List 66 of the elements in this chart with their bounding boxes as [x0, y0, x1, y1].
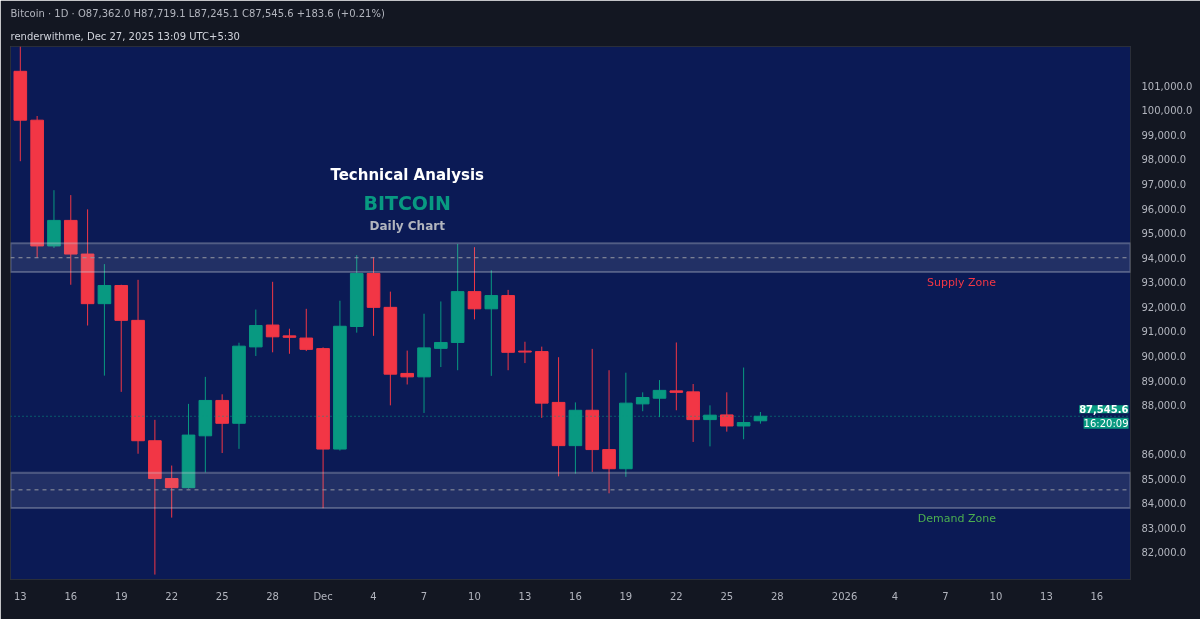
- y-tick-label: 101,000.0: [1141, 80, 1193, 92]
- candlestick: [215, 393, 229, 454]
- candlestick: [265, 281, 280, 353]
- x-tick-label: 13: [518, 590, 532, 602]
- y-tick-label: 100,000.0: [1141, 105, 1193, 117]
- x-tick-label: 19: [114, 590, 128, 602]
- y-tick-label: 95,000.0: [1141, 228, 1187, 240]
- x-tick-label: 16: [1090, 590, 1104, 602]
- candlestick: [249, 309, 263, 357]
- x-tick-label: 19: [619, 590, 633, 602]
- x-tick-label: 25: [215, 590, 229, 602]
- x-tick-label: 10: [468, 590, 481, 602]
- x-tick-label: 16: [569, 590, 582, 602]
- candlestick: [282, 328, 297, 355]
- y-tick-label: 94,000.0: [1141, 252, 1187, 264]
- y-tick-label: 92,000.0: [1141, 301, 1187, 313]
- y-tick-label: 98,000.0: [1141, 154, 1187, 166]
- x-tick-label: 7: [942, 590, 949, 602]
- candlestick: [164, 465, 179, 519]
- x-tick-label: 2026: [831, 590, 858, 602]
- y-tick-label: 84,000.0: [1141, 498, 1187, 510]
- band-label: Demand Zone: [917, 512, 997, 526]
- candlestick: [669, 341, 684, 411]
- x-tick-label: Dec: [313, 590, 333, 602]
- x-tick-label: 28: [770, 590, 784, 602]
- ref-line-label: 87,545.6: [1079, 404, 1129, 416]
- x-tick-label: 28: [266, 590, 279, 602]
- candlestick: [299, 308, 314, 352]
- text: Technical Analysis: [330, 166, 485, 185]
- text: Bitcoin · 1D · O87,362.0 H87,719.1 L87,245.1 C87,545.6 +183.6 (+0.21%): [10, 7, 385, 19]
- x-tick-label: 4: [891, 590, 899, 602]
- x-tick-label: 13: [1040, 590, 1053, 602]
- x-tick-label: 13: [13, 590, 27, 602]
- text: renderwithme, Dec 27, 2025 13:09 UTC+5:30: [10, 30, 240, 42]
- candlestick: [518, 341, 532, 364]
- y-tick-label: 88,000.0: [1141, 400, 1187, 412]
- y-tick-label: 86,000.0: [1141, 449, 1187, 461]
- candlestick: [467, 246, 482, 320]
- y-tick-label: 99,000.0: [1141, 129, 1187, 141]
- x-tick-label: 7: [420, 590, 428, 602]
- y-tick-label: 82,000.0: [1141, 547, 1187, 559]
- text: BITCOIN: [363, 191, 451, 214]
- candlestick: [97, 263, 112, 377]
- x-tick-label: 10: [989, 590, 1003, 602]
- x-tick-label: 16: [64, 590, 78, 602]
- candlestick: [400, 350, 414, 385]
- y-tick-label: 91,000.0: [1141, 326, 1187, 338]
- y-tick-label: 85,000.0: [1141, 473, 1187, 485]
- x-tick-label: 22: [669, 590, 683, 602]
- x-tick-label: 22: [165, 590, 179, 602]
- y-tick-label: 93,000.0: [1141, 277, 1187, 289]
- candlestick: [484, 269, 499, 377]
- x-tick-label: 25: [720, 590, 734, 602]
- annotation: 16:20:09: [1083, 417, 1129, 429]
- candlestick: [635, 391, 650, 412]
- x-tick-label: 4: [370, 590, 377, 602]
- y-tick-label: 89,000.0: [1141, 375, 1187, 387]
- y-tick-label: 83,000.0: [1141, 522, 1187, 534]
- candlestick: [719, 391, 734, 433]
- y-tick-label: 90,000.0: [1141, 350, 1187, 362]
- candlestick: [602, 369, 616, 494]
- annotation: Daily Chart: [369, 219, 446, 234]
- y-tick-label: 96,000.0: [1141, 203, 1187, 215]
- band-label: Supply Zone: [926, 275, 997, 289]
- candlestick: [434, 300, 448, 368]
- y-tick-label: 97,000.0: [1141, 179, 1187, 191]
